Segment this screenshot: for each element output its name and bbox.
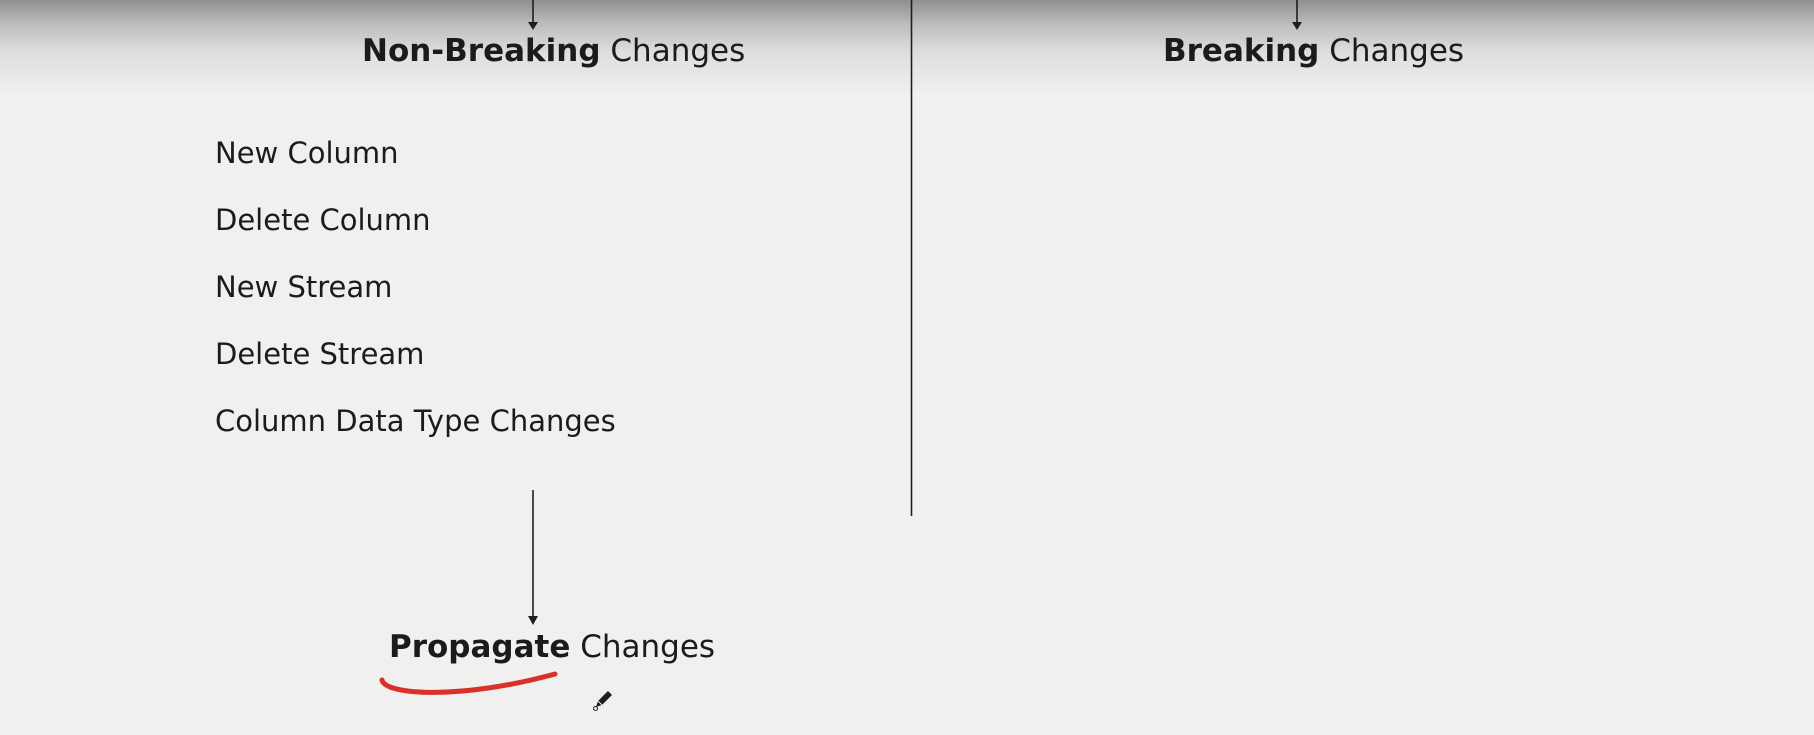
- non-breaking-changes-heading: Non-Breaking Changes: [362, 36, 745, 67]
- propagate-underline-annotation: [379, 671, 558, 695]
- list-item: New Column: [215, 136, 399, 170]
- arrowhead-breaking: [1292, 22, 1302, 30]
- propagate-changes-heading: Propagate Changes: [389, 632, 715, 663]
- top-shade: [0, 0, 1814, 95]
- propagate-heading-rest: Changes: [580, 629, 716, 665]
- breaking-changes-heading: Breaking Changes: [1163, 36, 1464, 67]
- list-item: New Stream: [215, 270, 393, 304]
- list-item: Delete Column: [215, 203, 431, 237]
- breaking-heading-bold: Breaking: [1163, 33, 1320, 69]
- pencil-icon: [592, 688, 616, 716]
- arrowhead-propagate: [528, 616, 538, 625]
- non-breaking-heading-rest: Changes: [610, 33, 746, 69]
- arrowhead-non-breaking: [528, 22, 538, 30]
- non-breaking-changes-list: New Column Delete Column New Stream Dele…: [215, 133, 616, 468]
- breaking-heading-rest: Changes: [1329, 33, 1465, 69]
- non-breaking-heading-bold: Non-Breaking: [362, 33, 601, 69]
- list-item: Column Data Type Changes: [215, 404, 616, 438]
- list-item: Delete Stream: [215, 337, 425, 371]
- propagate-heading-bold: Propagate: [389, 629, 571, 665]
